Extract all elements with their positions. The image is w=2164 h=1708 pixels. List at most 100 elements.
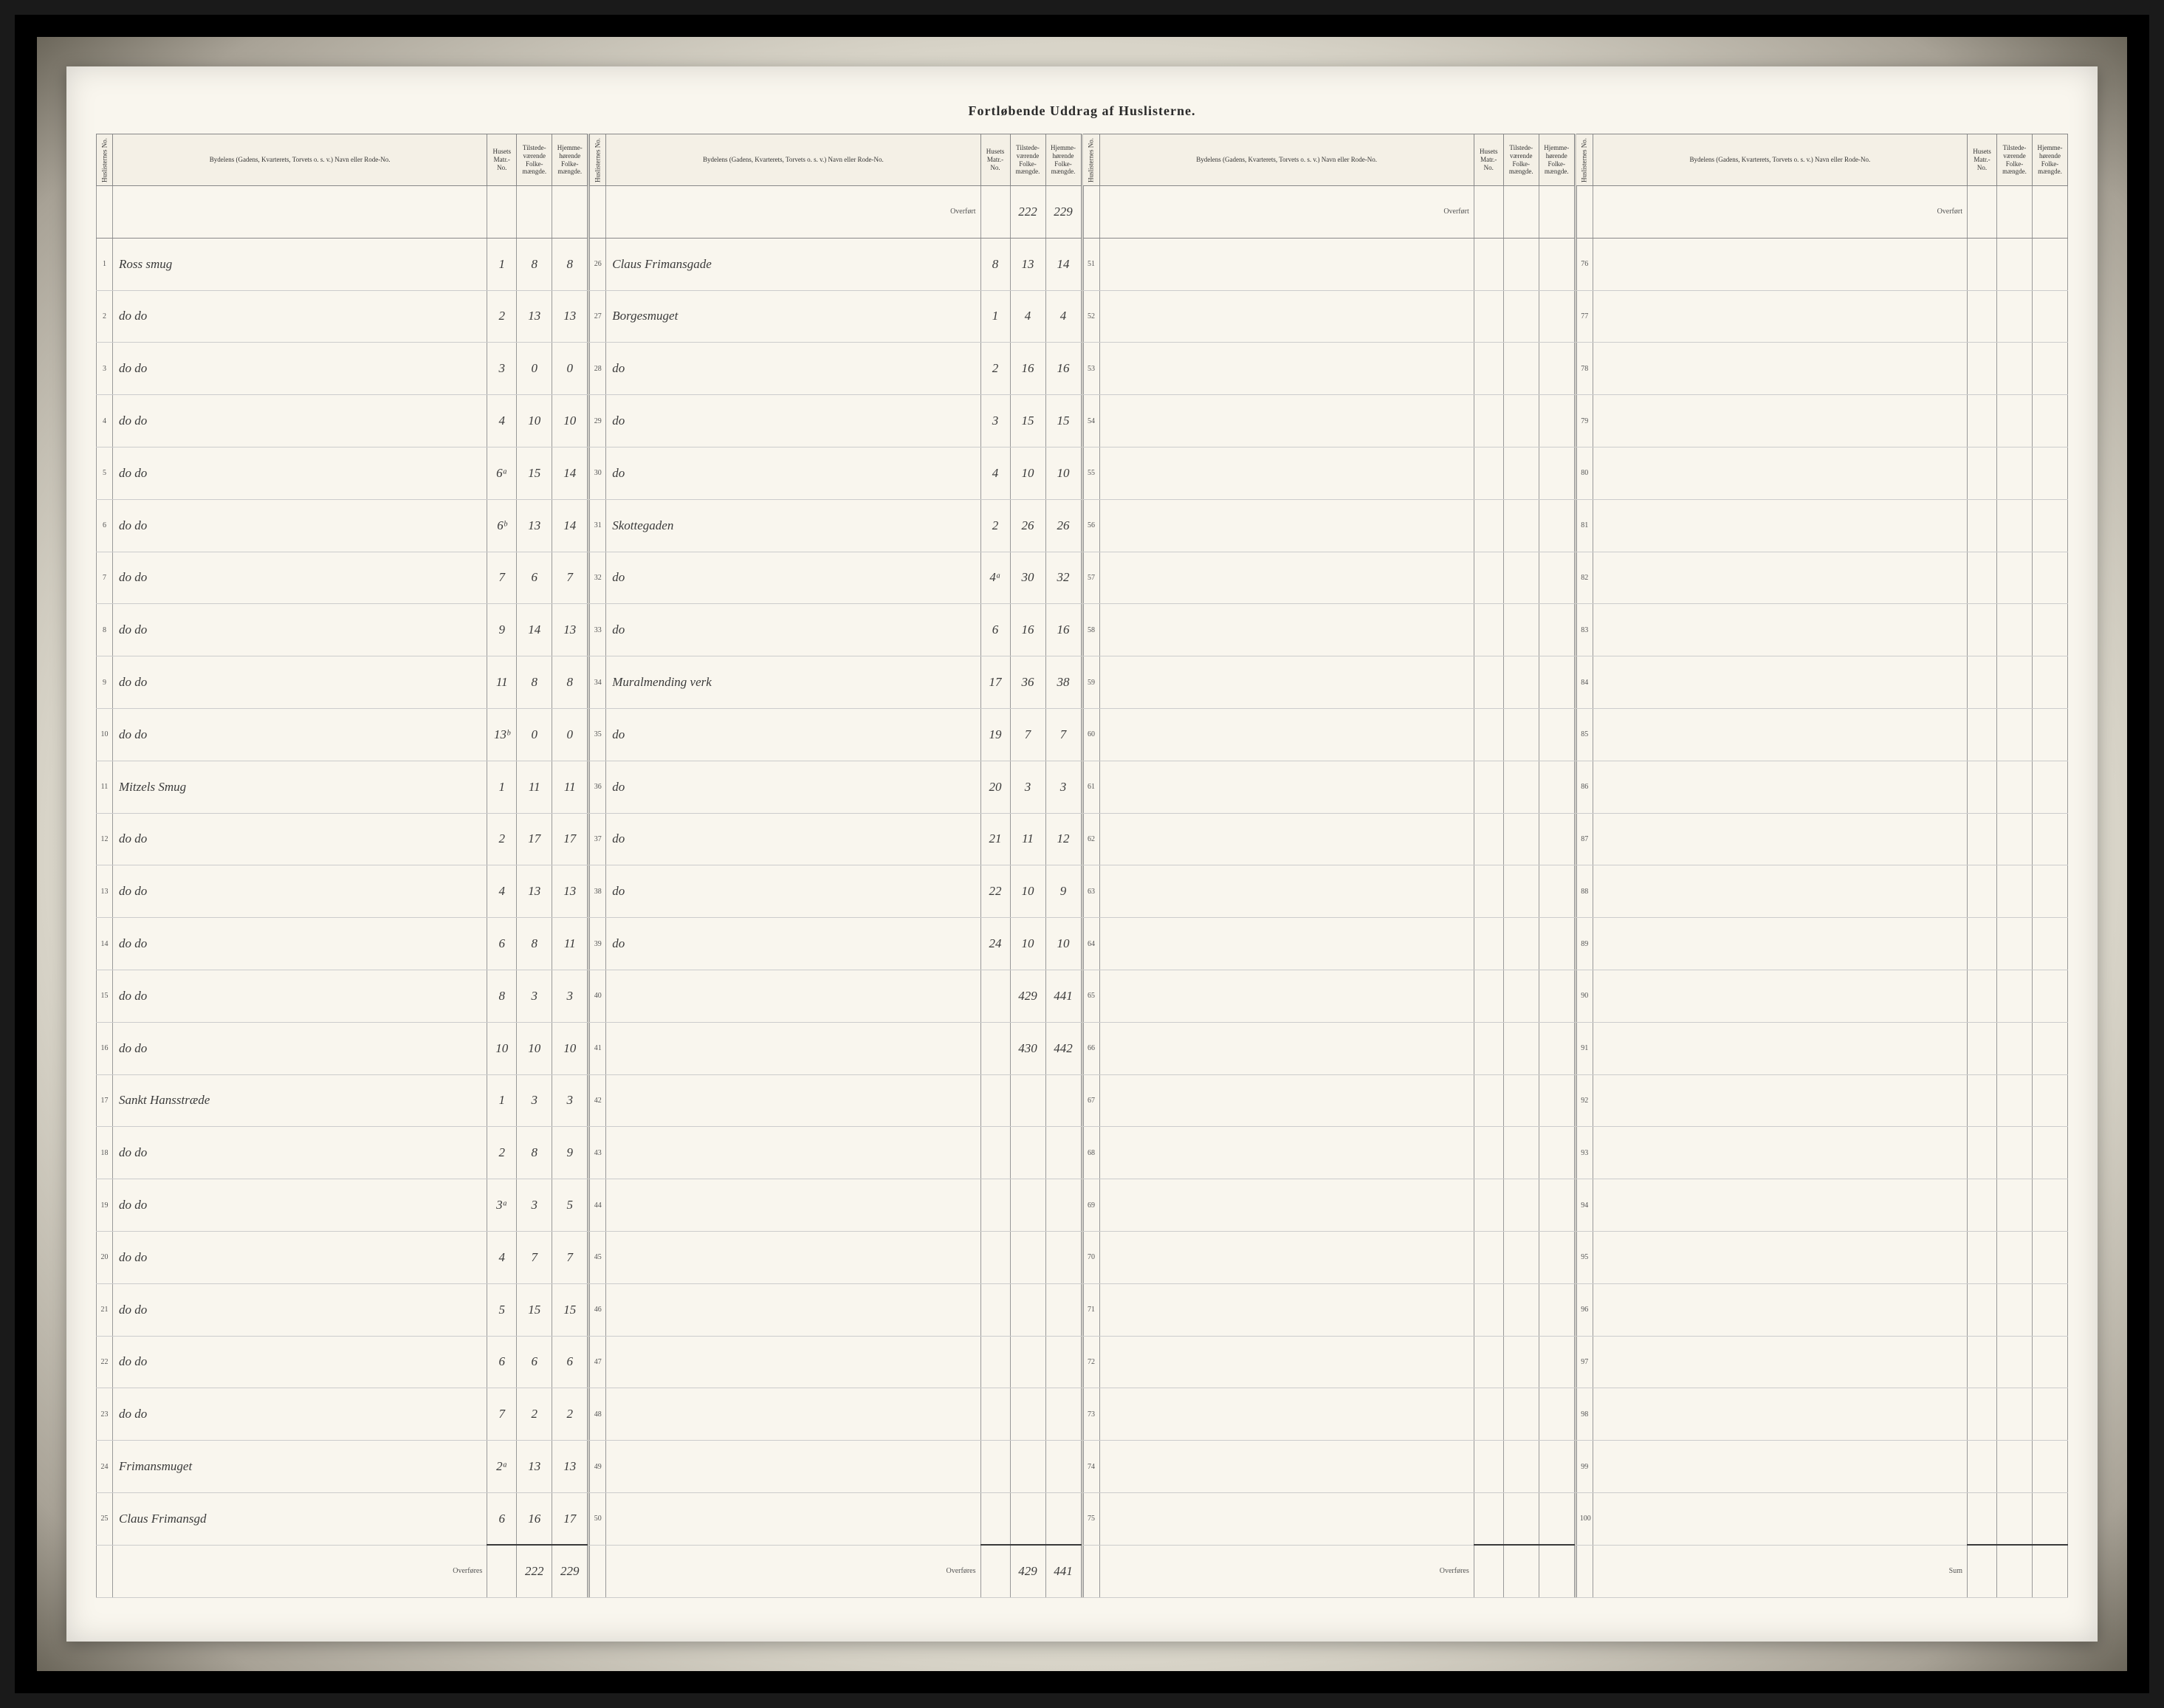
table-row: 22 do do 6 6 6 (97, 1336, 588, 1388)
street-cell: do do (113, 499, 487, 552)
hjemme-cell: 26 (1045, 499, 1081, 552)
matr-cell: 7 (487, 552, 517, 604)
line-number: 18 (97, 1127, 113, 1179)
street-cell (1099, 865, 1474, 918)
line-number: 19 (97, 1179, 113, 1232)
hjemme-cell (2033, 970, 2068, 1022)
street-cell (1099, 970, 1474, 1022)
tilstede-cell (1503, 1336, 1539, 1388)
matr-cell: 2 (487, 1127, 517, 1179)
tilstede-cell: 8 (517, 656, 552, 709)
hjemme-cell (2033, 552, 2068, 604)
matr-cell: 21 (980, 813, 1010, 865)
matr-cell (1474, 1231, 1503, 1283)
hjemme-cell (2033, 1179, 2068, 1232)
table-row: 59 (1083, 656, 1574, 709)
hjemme-cell (2033, 1231, 2068, 1283)
matr-cell (1474, 1336, 1503, 1388)
line-number: 24 (97, 1441, 113, 1493)
table-row: 92 (1576, 1074, 2067, 1127)
line-number: 86 (1576, 761, 1593, 813)
matr-cell: 10 (487, 1022, 517, 1074)
street-cell (1099, 761, 1474, 813)
line-number: 81 (1576, 499, 1593, 552)
street-cell (1593, 1283, 1967, 1336)
matr-cell (1474, 1283, 1503, 1336)
tilstede-cell (1010, 1336, 1045, 1388)
line-number: 60 (1083, 708, 1099, 761)
matr-cell (1474, 290, 1503, 343)
street-cell: do do (113, 1179, 487, 1232)
tilstede-cell (1997, 1074, 2033, 1127)
hjemme-cell (2033, 1336, 2068, 1388)
matr-cell: 1 (487, 761, 517, 813)
tilstede-cell: 14 (517, 604, 552, 656)
tilstede-cell (1010, 1388, 1045, 1441)
hjemme-cell (1539, 499, 1574, 552)
line-number: 78 (1576, 343, 1593, 395)
matr-cell: 4 (487, 1231, 517, 1283)
table-row: 89 (1576, 918, 2067, 970)
matr-cell: 6ᵇ (487, 499, 517, 552)
tilstede-cell: 7 (1010, 708, 1045, 761)
tilstede-cell: 6 (517, 1336, 552, 1388)
tilstede-cell: 16 (517, 1492, 552, 1545)
street-cell: do do (113, 1283, 487, 1336)
hjemme-cell: 14 (1045, 238, 1081, 290)
matr-cell (1968, 1022, 1997, 1074)
street-cell (606, 1492, 980, 1545)
matr-cell (1968, 813, 1997, 865)
table-row: 56 (1083, 499, 1574, 552)
hjemme-cell: 442 (1045, 1022, 1081, 1074)
tilstede-cell (1997, 1388, 2033, 1441)
hjemme-cell (2033, 813, 2068, 865)
table-row: 69 (1083, 1179, 1574, 1232)
tilstede-cell (1010, 1231, 1045, 1283)
hjemme-cell (1045, 1388, 1081, 1441)
matr-cell: 24 (980, 918, 1010, 970)
matr-cell (1968, 1231, 1997, 1283)
column-header: Tilstede-værende Folke-mængde. (1503, 134, 1539, 186)
line-number: 89 (1576, 918, 1593, 970)
street-cell: do (606, 813, 980, 865)
table-row: 36 do 20 3 3 (590, 761, 1081, 813)
column-header: Tilstede-værende Folke-mængde. (517, 134, 552, 186)
tilstede-cell (1503, 238, 1539, 290)
table-row: 63 (1083, 865, 1574, 918)
line-number: 66 (1083, 1022, 1099, 1074)
hjemme-cell (1539, 1441, 1574, 1493)
line-number: 31 (590, 499, 606, 552)
matr-cell (1968, 1074, 1997, 1127)
street-cell (1099, 343, 1474, 395)
table-row: 30 do 4 10 10 (590, 447, 1081, 499)
street-cell: Borgesmuget (606, 290, 980, 343)
tilstede-cell (1503, 1074, 1539, 1127)
street-cell (1099, 708, 1474, 761)
table-row: 37 do 21 11 12 (590, 813, 1081, 865)
line-number: 93 (1576, 1127, 1593, 1179)
hjemme-cell (1539, 604, 1574, 656)
tilstede-cell: 11 (1010, 813, 1045, 865)
line-number: 73 (1083, 1388, 1099, 1441)
hjemme-cell: 9 (552, 1127, 588, 1179)
matr-cell: 2 (487, 290, 517, 343)
line-number: 2 (97, 290, 113, 343)
matr-cell (1474, 1441, 1503, 1493)
matr-cell: 6ᵃ (487, 447, 517, 499)
line-number: 39 (590, 918, 606, 970)
hjemme-cell: 14 (552, 447, 588, 499)
street-cell: do (606, 865, 980, 918)
street-cell (1593, 1492, 1967, 1545)
line-number: 45 (590, 1231, 606, 1283)
line-number: 10 (97, 708, 113, 761)
table-row: 28 do 2 16 16 (590, 343, 1081, 395)
table-row: 34 Muralmending verk 17 36 38 (590, 656, 1081, 709)
line-number: 11 (97, 761, 113, 813)
tilstede-cell (1503, 552, 1539, 604)
hjemme-cell: 6 (552, 1336, 588, 1388)
street-cell (1593, 865, 1967, 918)
line-number: 98 (1576, 1388, 1593, 1441)
tilstede-cell: 8 (517, 918, 552, 970)
line-number: 51 (1083, 238, 1099, 290)
tilstede-cell (1997, 865, 2033, 918)
